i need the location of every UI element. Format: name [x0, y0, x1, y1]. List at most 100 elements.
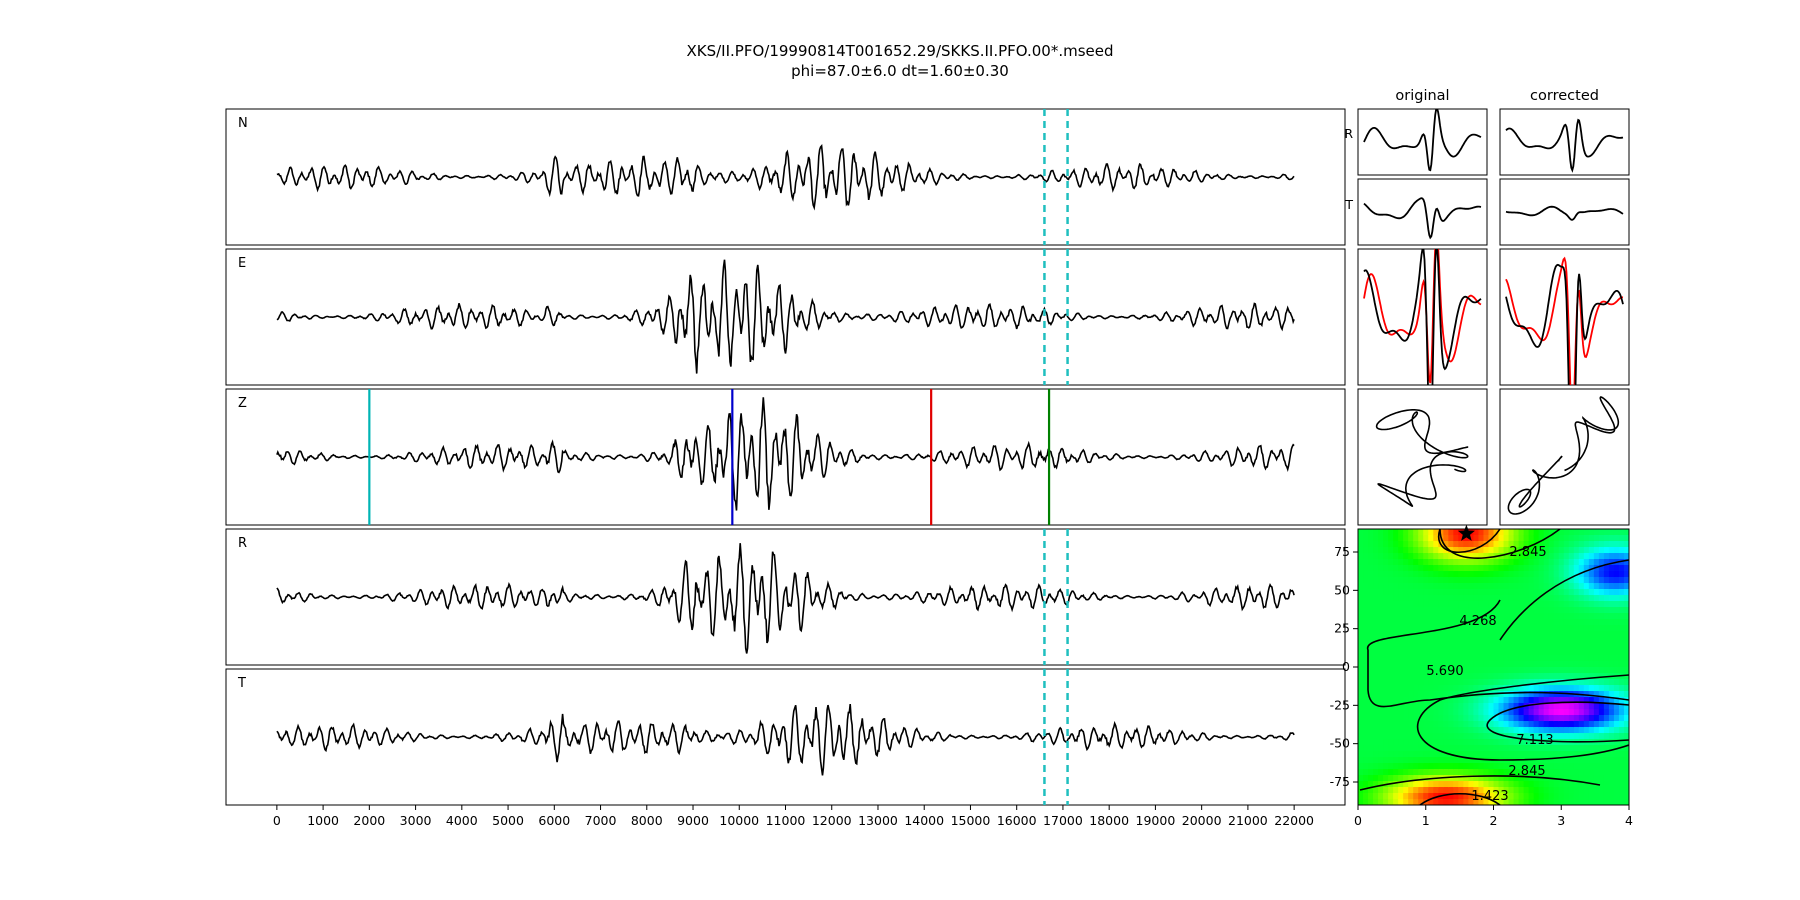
heatmap-cell — [1453, 691, 1459, 698]
heatmap-cell — [1568, 529, 1575, 536]
heatmap-cell — [1518, 709, 1525, 716]
heatmap-cell — [1538, 673, 1545, 680]
heatmap-cell — [1393, 733, 1399, 740]
heatmap-cell — [1523, 739, 1530, 746]
heatmap-cell — [1373, 619, 1379, 626]
heatmap-cell — [1483, 643, 1490, 650]
heatmap-cell — [1623, 691, 1629, 698]
heatmap-cell — [1478, 751, 1485, 758]
heatmap-cell — [1613, 661, 1620, 668]
heatmap-cell — [1588, 697, 1595, 704]
heatmap-cell — [1598, 553, 1605, 560]
heatmap-cell — [1603, 679, 1610, 686]
heatmap-cell — [1373, 763, 1379, 770]
heatmap-cell — [1538, 547, 1545, 554]
heatmap-cell — [1433, 709, 1439, 716]
heatmap-cell — [1403, 529, 1409, 536]
heatmap-cell — [1418, 583, 1424, 590]
heatmap-cell — [1593, 697, 1600, 704]
heatmap-cell — [1458, 661, 1464, 668]
heatmap-cell — [1623, 733, 1629, 740]
heatmap-cell — [1548, 793, 1555, 800]
heatmap-cell — [1528, 535, 1535, 542]
heatmap-cell — [1513, 625, 1520, 632]
heatmap-cell — [1368, 559, 1374, 566]
heatmap-cell — [1543, 529, 1550, 536]
heatmap-cell — [1568, 751, 1575, 758]
heatmap-cell — [1483, 781, 1490, 788]
heatmap-cell — [1548, 781, 1555, 788]
heatmap-cell — [1573, 589, 1580, 596]
heatmap-cell — [1533, 781, 1540, 788]
heatmap-cell — [1553, 721, 1560, 728]
heatmap-cell — [1373, 703, 1379, 710]
heatmap-cell — [1503, 547, 1510, 554]
heatmap-cell — [1363, 799, 1369, 805]
heatmap-cell — [1363, 679, 1369, 686]
heatmap-cell — [1483, 535, 1490, 542]
heatmap-cell — [1438, 529, 1444, 536]
heatmap-cell — [1548, 631, 1555, 638]
heatmap-cell — [1508, 565, 1515, 572]
heatmap-cell — [1418, 775, 1424, 782]
heatmap-cell — [1398, 553, 1404, 560]
heatmap-cell — [1563, 559, 1570, 566]
heatmap-cell — [1383, 715, 1389, 722]
heatmap-cell — [1448, 709, 1454, 716]
heatmap-cell — [1578, 625, 1585, 632]
heatmap-cell — [1368, 589, 1374, 596]
heatmap-cell — [1578, 697, 1585, 704]
heatmap-cell — [1488, 793, 1495, 800]
heatmap-cell — [1538, 751, 1545, 758]
heatmap-cell — [1408, 745, 1414, 752]
heatmap-cell — [1443, 541, 1449, 548]
heatmap-cell — [1453, 709, 1459, 716]
heatmap-cell — [1608, 637, 1615, 644]
heatmap-cell — [1568, 721, 1575, 728]
heatmap-cell — [1543, 541, 1550, 548]
heatmap-cell — [1523, 697, 1530, 704]
heatmap-cell — [1518, 751, 1525, 758]
heatmap-cell — [1478, 697, 1485, 704]
heatmap-cell — [1528, 565, 1535, 572]
heatmap-cell — [1438, 715, 1444, 722]
heatmap-cell — [1433, 685, 1439, 692]
heatmap-cell — [1478, 583, 1485, 590]
heatmap-cell — [1448, 571, 1454, 578]
heatmap-cell — [1518, 775, 1525, 782]
heatmap-cell — [1378, 691, 1384, 698]
heatmap-cell — [1468, 709, 1475, 716]
heatmap-cell — [1368, 571, 1374, 578]
heatmap-cell — [1578, 541, 1585, 548]
heatmap-cell — [1473, 721, 1480, 728]
heatmap-cell — [1388, 673, 1394, 680]
heatmap-cell — [1543, 787, 1550, 794]
heatmap-cell — [1583, 655, 1590, 662]
heatmap-cell — [1493, 733, 1500, 740]
heatmap-cell — [1448, 733, 1454, 740]
heatmap-cell — [1368, 553, 1374, 560]
heatmap-cell — [1623, 619, 1629, 626]
heatmap-cell — [1388, 541, 1394, 548]
heatmap-cell — [1378, 613, 1384, 620]
heatmap-cell — [1558, 799, 1565, 805]
heatmap-cell — [1413, 775, 1419, 782]
heatmap-cell — [1403, 583, 1409, 590]
heatmap-cell — [1523, 793, 1530, 800]
heatmap-cell — [1543, 553, 1550, 560]
heatmap-cell — [1533, 619, 1540, 626]
heatmap-cell — [1368, 793, 1374, 800]
heatmap-cell — [1558, 751, 1565, 758]
heatmap-cell — [1388, 751, 1394, 758]
heatmap-cell — [1388, 571, 1394, 578]
mini-panel-frame-original-particle-motion — [1357, 388, 1488, 526]
heatmap-cell — [1603, 745, 1610, 752]
heatmap-cell — [1623, 613, 1629, 620]
heatmap-cell — [1378, 745, 1384, 752]
heatmap-cell — [1563, 619, 1570, 626]
heatmap-cell — [1603, 637, 1610, 644]
heatmap-cell — [1623, 751, 1629, 758]
heatmap-cell — [1528, 595, 1535, 602]
heatmap-cell — [1558, 709, 1565, 716]
heatmap-cell — [1583, 679, 1590, 686]
